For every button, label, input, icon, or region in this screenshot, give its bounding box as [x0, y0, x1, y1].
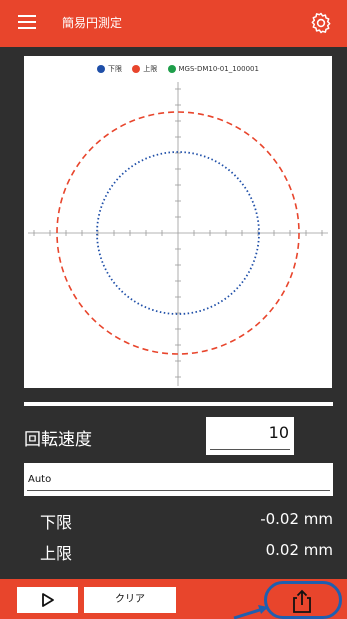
page-title: 簡易円測定 — [62, 16, 123, 30]
speed-value[interactable]: 10 — [268, 423, 289, 442]
clear-button[interactable]: クリア — [84, 587, 176, 613]
lower-limit-label: 下限 — [40, 513, 73, 532]
speed-label: 回転速度 — [24, 430, 92, 450]
gear-icon[interactable] — [309, 11, 333, 35]
polar-plot — [28, 82, 328, 386]
lower-limit-circle — [96, 151, 260, 315]
mode-value[interactable]: Auto — [28, 474, 52, 485]
legend-item-lower: 下限 — [97, 64, 122, 74]
legend-item-sensor: MGS-DM10-01_100001 — [167, 65, 259, 73]
upper-limit-circle — [56, 111, 300, 355]
lower-limit-value: -0.02 mm — [260, 510, 333, 528]
speed-input[interactable]: 10 — [206, 417, 294, 455]
section-divider — [24, 402, 333, 406]
pointer-arrow-icon — [233, 605, 268, 619]
chart-legend: 下限 上限 MGS-DM10-01_100001 — [24, 64, 332, 75]
upper-limit-value: 0.02 mm — [265, 541, 333, 559]
play-icon — [42, 593, 54, 607]
plot-axes — [28, 82, 328, 386]
mode-select[interactable]: Auto — [24, 463, 333, 496]
play-button[interactable] — [17, 587, 78, 613]
legend-item-upper: 上限 — [132, 64, 157, 74]
bottom-toolbar: クリア — [0, 579, 347, 619]
share-button[interactable] — [264, 581, 342, 619]
upper-limit-label: 上限 — [40, 544, 73, 563]
measurement-chart: 下限 上限 MGS-DM10-01_100001 — [24, 56, 332, 388]
app-header: 簡易円測定 — [0, 0, 347, 47]
menu-icon[interactable] — [18, 15, 36, 31]
share-icon — [293, 589, 311, 613]
